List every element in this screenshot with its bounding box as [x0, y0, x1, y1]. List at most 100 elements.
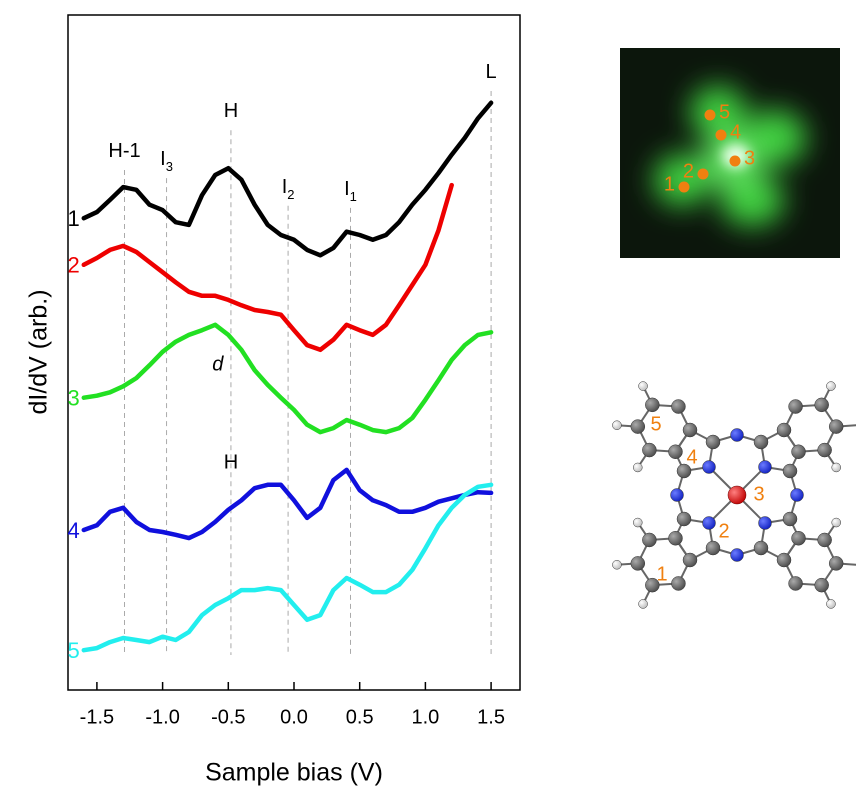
peak-label: I2	[282, 176, 295, 202]
x-tick-label: 0.0	[280, 706, 308, 728]
atom	[826, 382, 835, 391]
molecule-site-label: 4	[686, 446, 697, 468]
series-label: 2	[68, 253, 80, 278]
stm-site-label: 3	[744, 147, 755, 169]
page: {"chart_data": { "type": "line", "x_labe…	[0, 0, 856, 793]
atom	[815, 398, 829, 412]
stm-site	[679, 182, 690, 193]
atom	[683, 553, 697, 567]
series-line	[84, 470, 491, 538]
atom	[612, 421, 621, 430]
molecule-site-label: 2	[718, 520, 729, 542]
atom	[677, 512, 691, 526]
series-label: 5	[68, 638, 80, 663]
series-line	[84, 185, 452, 350]
series-line	[84, 325, 491, 432]
peak-label: H-1	[108, 140, 140, 162]
figure: dI/dV (arb.) Sample bias (V) -1.5-1.0-0.…	[0, 0, 856, 788]
stm-site	[716, 130, 727, 141]
stm-site	[698, 169, 709, 180]
metal-atom	[728, 486, 746, 504]
stm-image: 12 345	[620, 48, 840, 258]
molecule: 1 2 3 4 5	[612, 382, 856, 609]
plot-frame	[68, 15, 520, 690]
atom	[826, 599, 835, 608]
atom	[791, 489, 804, 502]
molecule-site-label: 5	[650, 413, 661, 435]
atom	[645, 398, 659, 412]
stm-site-label: 4	[730, 121, 741, 143]
atom	[642, 533, 656, 547]
atom	[633, 518, 642, 527]
atom	[829, 556, 843, 570]
atom	[832, 463, 841, 472]
atom	[631, 420, 645, 434]
atom	[703, 461, 716, 474]
atom	[671, 489, 684, 502]
atom	[759, 517, 772, 530]
atom	[639, 599, 648, 608]
series-label: 1	[68, 206, 80, 231]
peak-text: H	[224, 100, 238, 122]
stm-site	[705, 110, 716, 121]
chart: dI/dV (arb.) Sample bias (V) -1.5-1.0-0.…	[25, 15, 520, 787]
peak-text: H-1	[108, 140, 140, 162]
atom	[671, 576, 685, 590]
atom	[792, 445, 806, 459]
atom	[777, 553, 791, 567]
atom	[832, 518, 841, 527]
x-tick-label: -0.5	[211, 706, 245, 728]
atom	[818, 443, 832, 457]
stm-site-label: 5	[719, 101, 730, 123]
atom	[731, 549, 744, 562]
x-tick-label: 1.0	[411, 706, 439, 728]
atom	[639, 382, 648, 391]
peak-label: L	[486, 61, 497, 83]
peak-text: L	[486, 61, 497, 83]
stm-site-label: 1	[664, 173, 675, 195]
atom	[612, 560, 621, 569]
atom	[759, 461, 772, 474]
peak-label: H	[224, 100, 238, 122]
series-label: 4	[68, 518, 80, 543]
atom	[789, 576, 803, 590]
atom	[818, 533, 832, 547]
peak-subscript: 3	[166, 160, 173, 175]
annotation: d	[212, 354, 224, 376]
annotation: H	[224, 451, 238, 473]
x-tick-label: 0.5	[346, 706, 374, 728]
atom	[706, 541, 720, 555]
atom	[777, 423, 791, 437]
atom	[631, 556, 645, 570]
series-label: 3	[68, 386, 80, 411]
peak-label: I3	[160, 148, 173, 174]
peak-subscript: 2	[287, 187, 294, 202]
atom	[703, 517, 716, 530]
y-axis-title: dI/dV (arb.)	[25, 289, 53, 414]
atom	[754, 541, 768, 555]
atom	[829, 420, 843, 434]
atom	[754, 435, 768, 449]
peak-label: I1	[344, 178, 357, 204]
x-axis-title: Sample bias (V)	[205, 759, 383, 787]
atom	[731, 429, 744, 442]
stm-site	[730, 156, 741, 167]
series-line	[84, 103, 491, 256]
series-line	[84, 485, 491, 650]
atom	[792, 531, 806, 545]
atom	[783, 464, 797, 478]
atom	[668, 445, 682, 459]
atom	[789, 400, 803, 414]
molecule-site-label: 1	[656, 563, 667, 585]
atom	[633, 463, 642, 472]
atom	[783, 512, 797, 526]
atom	[683, 423, 697, 437]
peak-subscript: 1	[350, 189, 357, 204]
atom	[671, 400, 685, 414]
x-tick-label: -1.5	[80, 706, 114, 728]
atom	[815, 578, 829, 592]
atom	[642, 443, 656, 457]
x-tick-label: 1.5	[477, 706, 505, 728]
stm-site-label: 2	[683, 160, 694, 182]
molecule-site-label: 3	[753, 483, 764, 505]
